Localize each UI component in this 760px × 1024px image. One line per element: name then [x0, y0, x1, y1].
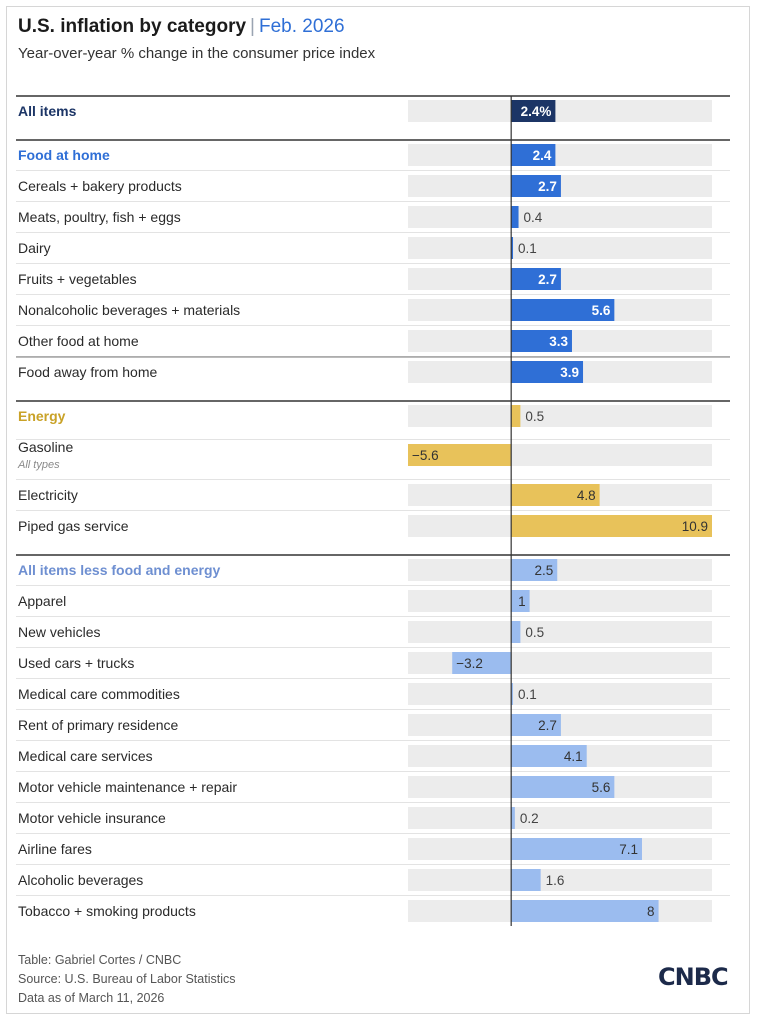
category-label: Nonalcoholic beverages + materials — [18, 302, 240, 318]
chart-subtitle: Year-over-year % change in the consumer … — [18, 45, 376, 62]
category-label: Medical care commodities — [18, 686, 180, 702]
bar — [511, 900, 659, 922]
category-label: Meats, poultry, fish + eggs — [18, 209, 181, 225]
category-label: Dairy — [18, 240, 51, 256]
value-label: 0.5 — [525, 625, 544, 640]
bar-track — [408, 144, 712, 166]
category-sublabel: All types — [17, 459, 60, 471]
bar — [408, 444, 512, 466]
bar — [511, 869, 541, 891]
value-label: 0.1 — [518, 687, 537, 702]
category-header-label: Food at home — [18, 147, 110, 163]
bar-track — [408, 621, 712, 643]
value-label: 2.7 — [538, 272, 557, 287]
bar — [511, 268, 561, 290]
bar-track — [408, 559, 712, 581]
value-label: 5.6 — [592, 303, 611, 318]
value-label: 1 — [518, 594, 526, 609]
footer-date: Data as of March 11, 2026 — [18, 991, 165, 1005]
bar — [511, 807, 515, 829]
bar-track — [408, 807, 712, 829]
value-label: 0.1 — [518, 241, 537, 256]
cnbc-logo: CNBC — [658, 963, 729, 991]
bar — [511, 776, 615, 798]
category-header-label: Energy — [18, 408, 66, 424]
value-label: −3.2 — [456, 656, 483, 671]
bar-track — [408, 869, 712, 891]
bar — [511, 237, 514, 259]
category-label: Rent of primary residence — [18, 717, 179, 733]
bar — [511, 361, 584, 383]
chart-title: U.S. inflation by category — [18, 16, 247, 37]
category-label: Piped gas service — [18, 518, 129, 534]
title-date: Feb. 2026 — [258, 16, 345, 37]
value-label: 5.6 — [592, 780, 611, 795]
value-label: 1.6 — [546, 873, 565, 888]
bar — [511, 515, 712, 537]
bar-track — [408, 206, 712, 228]
category-label: Apparel — [18, 593, 66, 609]
footer-source: Source: U.S. Bureau of Labor Statistics — [18, 972, 236, 986]
value-label: 0.2 — [520, 811, 539, 826]
value-label: 0.5 — [525, 409, 544, 424]
value-label: 4.8 — [577, 488, 596, 503]
category-label: Other food at home — [18, 333, 139, 349]
bar — [511, 175, 561, 197]
category-label: Motor vehicle insurance — [18, 810, 166, 826]
bar — [511, 330, 572, 352]
value-label: 2.4% — [521, 104, 552, 119]
category-label: Alcoholic beverages — [18, 872, 143, 888]
category-label: Airline fares — [18, 841, 92, 857]
bar — [511, 621, 521, 643]
value-label: 2.5 — [534, 563, 553, 578]
bar-track — [408, 590, 712, 612]
category-label: Motor vehicle maintenance + repair — [18, 779, 237, 795]
category-label: Gasoline — [18, 439, 73, 455]
bar — [511, 206, 519, 228]
bar — [511, 745, 587, 767]
category-label: Cereals + bakery products — [18, 178, 182, 194]
inflation-bar-chart: All items 2.4% Food at home 2.4 Cereals + ba… — [16, 95, 730, 926]
value-label: 8 — [647, 904, 655, 919]
bar — [511, 144, 556, 166]
chart-title-row: U.S. inflation by category | Feb. 2026 — [18, 16, 345, 38]
category-header-label: All items less food and energy — [18, 562, 220, 578]
value-label: 4.1 — [564, 749, 583, 764]
category-header-label: All items — [18, 103, 77, 119]
category-label: New vehicles — [18, 624, 100, 640]
bar — [511, 299, 615, 321]
value-label: 3.3 — [549, 334, 568, 349]
bar-track — [408, 405, 712, 427]
chart-card — [6, 6, 750, 1014]
value-label: 2.7 — [538, 718, 557, 733]
bar — [511, 405, 521, 427]
value-label: 2.4 — [533, 148, 552, 163]
category-label: Used cars + trucks — [18, 655, 134, 671]
bar — [511, 100, 556, 122]
bar — [511, 683, 514, 705]
footer-credit: Table: Gabriel Cortes / CNBC — [18, 953, 182, 967]
category-label: Fruits + vegetables — [18, 271, 137, 287]
bar — [511, 838, 642, 860]
category-label: Medical care services — [18, 748, 153, 764]
value-label: 3.9 — [560, 365, 579, 380]
value-label: 2.7 — [538, 179, 557, 194]
bar — [511, 484, 600, 506]
bar — [511, 714, 561, 736]
bar — [511, 559, 558, 581]
value-label: 7.1 — [619, 842, 638, 857]
value-label: 10.9 — [682, 519, 708, 534]
bar-track — [408, 237, 712, 259]
bar — [511, 590, 530, 612]
category-label: Tobacco + smoking products — [18, 903, 196, 919]
bar-track — [408, 683, 712, 705]
category-label: Electricity — [18, 487, 78, 503]
title-separator: | — [250, 16, 255, 37]
bar — [452, 652, 512, 674]
value-label: 0.4 — [524, 210, 543, 225]
category-label: Food away from home — [18, 364, 157, 380]
bar-track — [408, 100, 712, 122]
value-label: −5.6 — [412, 448, 439, 463]
